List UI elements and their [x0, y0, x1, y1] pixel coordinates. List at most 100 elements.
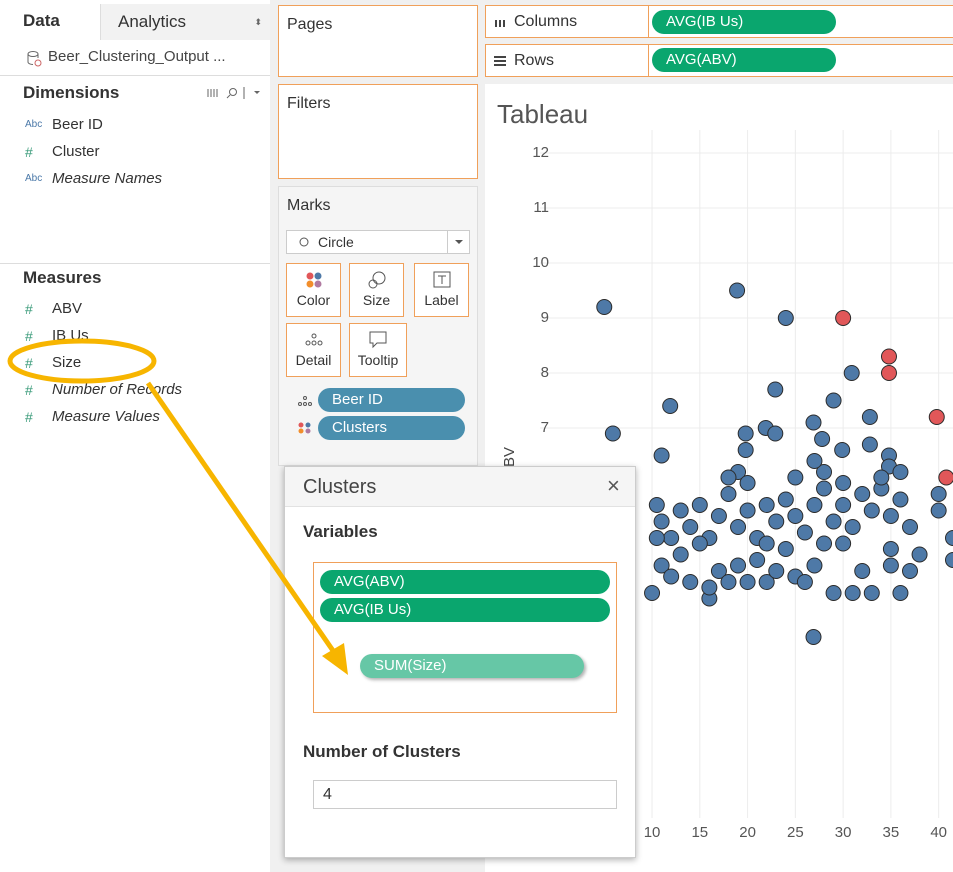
- marks-pill[interactable]: Beer ID: [318, 388, 465, 412]
- tooltip-button[interactable]: Tooltip: [349, 323, 407, 377]
- point: [768, 513, 785, 530]
- marks-pill[interactable]: Clusters: [318, 416, 465, 440]
- data-tab[interactable]: Data: [23, 11, 60, 30]
- field[interactable]: # Number of Records: [0, 378, 270, 402]
- x-tick-label: 20: [739, 824, 756, 841]
- chart-title: Tableau: [497, 99, 588, 129]
- button-label: Tooltip: [357, 352, 399, 368]
- color-icon: [298, 422, 311, 434]
- field[interactable]: # ABV: [0, 297, 270, 321]
- point: [691, 535, 708, 552]
- mark-type-dropdown[interactable]: Circle: [286, 230, 470, 254]
- datasource-icon: [27, 51, 42, 67]
- dropdown-button: [447, 231, 469, 253]
- variable-pill[interactable]: AVG(ABV): [320, 570, 610, 594]
- variable-pill[interactable]: AVG(IB Us): [320, 598, 610, 622]
- button-label: Color: [296, 292, 331, 308]
- y-tick-label: 8: [541, 364, 549, 381]
- dialog-header: Clusters ×: [285, 467, 635, 507]
- point: [882, 541, 899, 557]
- point: [945, 552, 953, 568]
- button-label: Label: [424, 292, 459, 308]
- clusters-label: Number of Clusters: [303, 742, 461, 761]
- y-tick-label: 9: [541, 309, 549, 326]
- point: [796, 574, 813, 590]
- columns-pill[interactable]: AVG(IB Us): [652, 10, 836, 34]
- dragged-pill[interactable]: SUM(Size): [360, 654, 584, 678]
- point: [902, 563, 919, 579]
- point: [729, 282, 746, 299]
- dimension-tools[interactable]: [206, 86, 266, 100]
- point: [648, 530, 665, 546]
- point: [739, 574, 756, 590]
- field-type-icon: #: [25, 382, 33, 398]
- field-type-icon: #: [25, 355, 33, 371]
- field[interactable]: Abc Measure Names: [0, 167, 270, 191]
- rows-shelf[interactable]: Rows AVG(ABV): [485, 44, 953, 77]
- point: [816, 480, 833, 497]
- label-button[interactable]: Label: [414, 263, 469, 317]
- field-type-icon: Abc: [25, 173, 43, 184]
- point: [892, 491, 909, 508]
- clusters-input[interactable]: 4: [313, 780, 617, 809]
- point: [861, 409, 878, 425]
- point: [863, 585, 880, 601]
- field-type-icon: #: [25, 328, 33, 344]
- point: [816, 535, 833, 552]
- rows-pill[interactable]: AVG(ABV): [652, 48, 836, 72]
- dimensions-title: Dimensions: [23, 83, 120, 102]
- close-button[interactable]: ×: [607, 473, 620, 498]
- point: [844, 519, 861, 535]
- point: [710, 508, 727, 524]
- field[interactable]: # Measure Values: [0, 405, 270, 429]
- divider: [648, 45, 649, 76]
- clusters-dialog: Clusters × Variables AVG(ABV) AVG(IB Us)…: [284, 466, 636, 858]
- measures-title: Measures: [23, 268, 102, 287]
- variables-box[interactable]: AVG(ABV) AVG(IB Us) SUM(Size): [313, 562, 617, 713]
- point: [682, 519, 699, 535]
- point: [777, 541, 794, 557]
- point: [835, 497, 852, 513]
- x-tick-label: 15: [691, 824, 708, 841]
- marks-title: Marks: [287, 197, 331, 214]
- columns-shelf[interactable]: Columns AVG(IB Us): [485, 5, 953, 38]
- size-button[interactable]: Size: [349, 263, 404, 317]
- point: [806, 453, 823, 469]
- datasource-name: Beer_Clustering_Output ...: [48, 48, 226, 65]
- point: [861, 436, 878, 453]
- point: [873, 469, 890, 486]
- divider: [0, 263, 270, 264]
- field[interactable]: # Cluster: [0, 140, 270, 164]
- detail-icon: [298, 396, 312, 406]
- pages-shelf[interactable]: Pages: [278, 5, 478, 77]
- point: [787, 508, 804, 524]
- pages-label: Pages: [287, 16, 333, 33]
- point: [749, 552, 766, 568]
- point: [843, 365, 860, 381]
- field-type-icon: #: [25, 301, 33, 317]
- point: [928, 409, 945, 425]
- variables-label: Variables: [303, 522, 378, 541]
- point: [844, 585, 861, 601]
- filters-shelf[interactable]: Filters: [278, 84, 478, 179]
- datasource-row[interactable]: Beer_Clustering_Output ...: [0, 42, 270, 76]
- point: [768, 563, 785, 579]
- marks-card: Marks Circle Color Size Label Detail Too…: [278, 186, 478, 466]
- point: [758, 574, 775, 590]
- point: [892, 585, 909, 601]
- field[interactable]: Abc Beer ID: [0, 113, 270, 137]
- field[interactable]: # IB Us: [0, 324, 270, 348]
- x-tick-label: 40: [930, 824, 947, 841]
- point: [892, 464, 909, 480]
- color-button[interactable]: Color: [286, 263, 341, 317]
- detail-button[interactable]: Detail: [286, 323, 341, 377]
- analytics-tab[interactable]: Analytics ⬍: [100, 4, 270, 40]
- point: [720, 574, 737, 590]
- point: [691, 497, 708, 513]
- y-tick-label: 11: [533, 199, 549, 216]
- field[interactable]: # Size: [0, 351, 270, 375]
- point: [644, 585, 661, 601]
- point: [863, 502, 880, 519]
- circle-icon: [299, 237, 309, 247]
